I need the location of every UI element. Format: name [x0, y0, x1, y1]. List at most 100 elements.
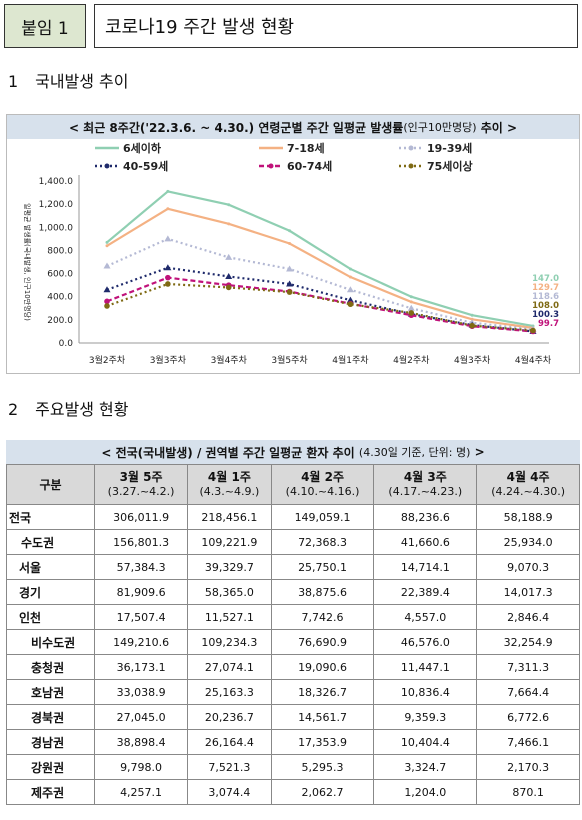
table-cell: 18,326.7 [270, 679, 375, 705]
table-cell: 2,062.7 [270, 779, 375, 805]
y-tick-label: 1,200.0 [39, 200, 74, 210]
table-cell: 57,384.3 [93, 554, 189, 580]
table-cell: 9,798.0 [93, 754, 189, 780]
y-tick-label: 800.0 [47, 246, 73, 256]
data-point [227, 222, 231, 226]
table-title: < 전국(국내발생) / 권역별 주간 일평균 환자 추이 (4.30일 기준,… [6, 440, 580, 464]
y-tick-label: 0.0 [59, 339, 74, 349]
table-header-row: 구분 3월 5주 (3.27.~4.2.) 4월 1주 (4.3.~4.9.) 4월… [6, 464, 580, 505]
table-cell: 22,389.4 [373, 579, 478, 605]
line-chart-svg: 0.0 200.0 400.0 600.0 800.0 1,000.0 1,200.0 1,4… [23, 141, 559, 366]
data-point [164, 264, 172, 271]
legend-label: 19-39세 [427, 141, 472, 155]
data-point [105, 244, 109, 248]
column-date-range: (4.3.~4.9.) [199, 485, 260, 498]
row-label: 경북권 [6, 704, 95, 730]
data-point [225, 272, 233, 279]
data-point [166, 189, 170, 193]
table-cell: 32,254.9 [476, 629, 580, 655]
table-cell: 11,527.1 [187, 604, 272, 630]
column-week: 4월 4주 [506, 470, 550, 484]
section-1-number: 1 [8, 72, 19, 91]
table-title-note: (4.30일 기준, 단위: 명) [358, 446, 471, 459]
row-label: 경기 [6, 579, 95, 605]
row-label: 제주권 [6, 779, 95, 805]
table-cell: 76,690.9 [270, 629, 375, 655]
data-point [105, 240, 109, 244]
regional-patient-table: 구분 3월 5주 (3.27.~4.2.) 4월 1주 (4.3.~4.9.) 4월… [6, 464, 580, 805]
table-cell: 9,359.3 [373, 704, 478, 730]
table-cell: 17,507.4 [93, 604, 189, 630]
x-tick-label: 3월4주차 [211, 354, 248, 366]
data-point [103, 262, 111, 269]
legend-label: 6세이하 [123, 141, 162, 155]
row-label: 경남권 [6, 729, 95, 755]
table-cell: 27,074.1 [187, 654, 272, 680]
data-point [164, 235, 172, 242]
y-tick-label: 600.0 [47, 270, 73, 280]
table-cell: 149,059.1 [270, 504, 375, 530]
data-point [286, 289, 293, 295]
column-week: 3월 5주 [119, 470, 163, 484]
x-tick-label: 4월4주차 [515, 354, 552, 366]
x-tick-label: 4월3주차 [454, 354, 491, 366]
data-point [346, 296, 354, 303]
end-value-label: 108.0 [532, 301, 559, 311]
column-date-range: (4.10.~4.16.) [285, 485, 360, 498]
table-cell: 4,557.0 [373, 604, 478, 630]
table-row: 경북권 27,045.0 20,236.7 14,561.7 9,359.3 6,772.… [6, 704, 580, 730]
table-cell: 58,188.9 [476, 504, 580, 530]
table-cell: 27,045.0 [93, 704, 189, 730]
chart-title: < 최근 8주간('22.3.6. ~ 4.30.) 연령군별 주간 일평균 발… [7, 115, 579, 139]
y-axis-title: 일평균 발생률(국내발생, 인구10만명당) [23, 203, 32, 321]
table-cell: 3,324.7 [373, 754, 478, 780]
table-row: 전국 306,011.9 218,456.1 149,059.1 88,236.6 58,… [6, 504, 580, 530]
column-date-range: (3.27.~4.2.) [107, 485, 175, 498]
data-point [103, 286, 111, 293]
table-corner-header: 구분 [6, 464, 95, 505]
data-point [409, 300, 413, 304]
data-point [470, 313, 474, 317]
table-body: 전국 306,011.9 218,456.1 149,059.1 88,236.6 58,… [6, 504, 580, 805]
data-point [166, 207, 170, 211]
series-line [106, 237, 534, 331]
end-value-label: 147.0 [532, 274, 559, 284]
table-cell: 26,164.4 [187, 729, 272, 755]
table-cell: 39,329.7 [187, 554, 272, 580]
table-row: 강원권 9,798.0 7,521.3 5,295.3 3,324.7 2,170.3 [6, 754, 580, 780]
table-row: 호남권 33,038.9 25,163.3 18,326.7 10,836.4 7,664… [6, 679, 580, 705]
table-cell: 11,447.1 [373, 654, 478, 680]
table-cell: 6,772.6 [476, 704, 580, 730]
table-cell: 19,090.6 [270, 654, 375, 680]
table-cell: 870.1 [476, 779, 580, 805]
data-point [165, 274, 171, 281]
end-value-label: 129.7 [532, 283, 559, 293]
column-header: 4월 3주 (4.17.~4.23.) [373, 464, 478, 505]
data-point [225, 253, 233, 260]
table-cell: 109,221.9 [187, 529, 272, 555]
table-title-main: < 전국(국내발생) / 권역별 주간 일평균 환자 추이 [101, 445, 355, 460]
table-row: 인천 17,507.4 11,527.1 7,742.6 4,557.0 2,846.4 [6, 604, 580, 630]
row-label: 인천 [6, 604, 95, 630]
legend-label: 75세이상 [427, 159, 473, 173]
chart-title-end: 추이 > [480, 120, 518, 135]
section-2-heading: 2 주요발생 현황 [8, 396, 129, 420]
data-point [286, 265, 294, 272]
section-1-heading: 1 국내발생 추이 [8, 68, 129, 92]
legend-marker [408, 145, 414, 151]
data-point [346, 286, 354, 293]
data-point [469, 322, 475, 329]
data-point [530, 327, 536, 334]
data-point [288, 229, 292, 233]
table-cell: 4,257.1 [93, 779, 189, 805]
data-point [409, 295, 413, 299]
table-cell: 72,368.3 [270, 529, 375, 555]
table-cell: 33,038.9 [93, 679, 189, 705]
section-2-title: 주요발생 현황 [35, 400, 129, 419]
column-header: 4월 1주 (4.3.~4.9.) [187, 464, 272, 505]
row-label: 충청권 [6, 654, 95, 680]
data-point [104, 298, 110, 305]
table-cell: 88,236.6 [373, 504, 478, 530]
data-point [286, 280, 294, 287]
x-tick-label: 4월1주차 [332, 354, 369, 366]
